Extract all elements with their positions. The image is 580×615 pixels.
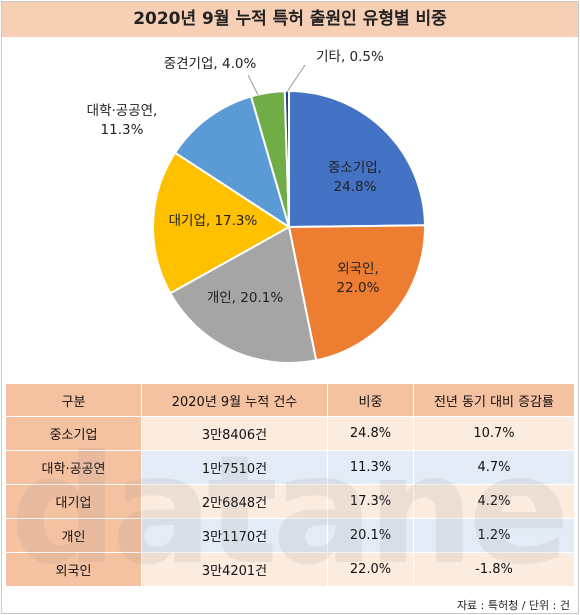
cell-category: 중소기업 (5, 416, 142, 451)
cell-change: -1.8% (413, 552, 575, 587)
cell-change: 10.7% (413, 416, 575, 451)
cell-share: 24.8% (327, 416, 414, 451)
cell-share: 17.3% (327, 484, 414, 519)
pie-slice (283, 89, 290, 228)
cell-count: 3만4201건 (141, 552, 328, 587)
cell-category: 외국인 (5, 552, 142, 587)
table-row: 대기업 2만6848건 17.3% 4.2% (5, 484, 575, 519)
cell-category: 대학·공공연 (5, 450, 142, 485)
leader-line (247, 74, 259, 96)
source-note: 자료 : 특허청 / 단위 : 건 (456, 599, 570, 612)
cell-share: 20.1% (327, 518, 414, 553)
table-row: 대학·공공연 1만7510건 11.3% 4.7% (5, 450, 575, 485)
table-row: 중소기업 3만8406건 24.8% 10.7% (5, 416, 575, 451)
cell-count: 3만1170건 (141, 518, 328, 553)
pie-chart: 중소기업, 24.8% 외국인, 22.0% 개인, 20.1% 대기업, 17.3% 대학… (87, 49, 427, 364)
slice-label: 개인, 20.1% (207, 290, 283, 306)
table-header-row: 구분 2020년 9월 누적 건수 비중 전년 동기 대비 증감률 (5, 383, 575, 417)
data-table: 구분 2020년 9월 누적 건수 비중 전년 동기 대비 증감률 중소기업 3… (5, 383, 575, 587)
cell-share: 11.3% (327, 450, 414, 485)
header-category: 구분 (5, 383, 142, 417)
slice-label: 중소기업, 24.8% (328, 160, 382, 195)
title-bar: 2020년 9월 누적 특허 출원인 유형별 비중 (2, 2, 578, 37)
cell-change: 4.7% (413, 450, 575, 485)
cell-count: 2만6848건 (141, 484, 328, 519)
cell-count: 1만7510건 (141, 450, 328, 485)
cell-change: 1.2% (413, 518, 575, 553)
pie-slice (152, 151, 291, 295)
cell-share: 22.0% (327, 552, 414, 587)
slice-label: 외국인, 22.0% (337, 261, 380, 296)
pie-slice (168, 225, 318, 364)
leader-line (286, 64, 306, 93)
pie-slice (288, 89, 427, 229)
header-count: 2020년 9월 누적 건수 (141, 383, 328, 417)
table-row: 개인 3만1170건 20.1% 1.2% (5, 518, 575, 553)
page-title: 2020년 9월 누적 특허 출원인 유형별 비중 (133, 9, 447, 29)
table-row: 외국인 3만4201건 22.0% -1.8% (5, 552, 575, 587)
cell-count: 3만8406건 (141, 416, 328, 451)
cell-category: 개인 (5, 518, 142, 553)
cell-change: 4.2% (413, 484, 575, 519)
header-share: 비중 (327, 383, 414, 417)
slice-label: 대학·공공연, 11.3% (87, 103, 158, 138)
slice-label: 중견기업, 4.0% (164, 56, 257, 72)
cell-category: 대기업 (5, 484, 142, 519)
pie-slice (287, 224, 426, 362)
header-change: 전년 동기 대비 증감률 (413, 383, 575, 417)
slice-label: 대기업, 17.3% (169, 213, 258, 229)
slice-label: 기타, 0.5% (316, 49, 384, 65)
